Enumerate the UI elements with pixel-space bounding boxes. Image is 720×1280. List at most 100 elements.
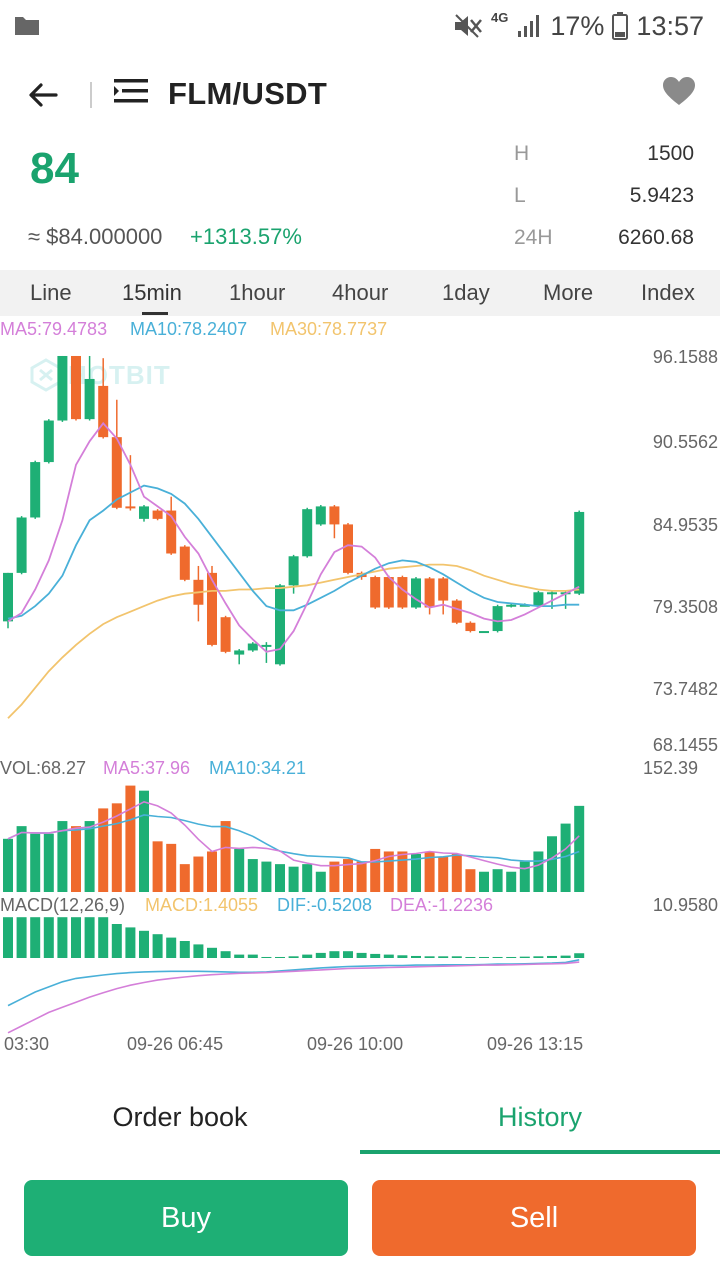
volume-bar [71,826,81,892]
candle-body [492,606,503,632]
macd-bar [370,953,381,958]
tab-4hour[interactable]: 4hour [332,280,389,305]
macd-bar [492,956,503,958]
volume-bar [193,856,204,892]
dea-line [7,961,580,1034]
volume-bar [383,851,394,892]
volume-bar [98,808,109,892]
stat-low: L 5.9423 [514,182,694,224]
volume-bar [111,803,122,892]
macd-bar [152,934,163,958]
candle-body [57,355,68,421]
macd-bar [57,917,68,958]
volume-bar [220,821,231,892]
candle-body [3,572,13,622]
clock: 13:57 [636,10,704,41]
market-list-button[interactable] [112,76,154,114]
network-type: 4G [491,10,509,25]
candle-body [261,644,272,647]
price-axis-label: 68.1455 [652,735,718,755]
candle-body [179,546,190,580]
volume-bar [479,871,489,892]
tab-more[interactable]: More [543,280,594,305]
price-change: +1313.57% [190,224,302,249]
stat-volume-label: 24H [514,226,553,249]
macd-bar [533,956,544,958]
volume-bar [43,833,54,892]
candle-body [438,578,449,601]
legend-ma10: MA10:78.2407 [130,319,248,339]
volume-axis-min: 10.9580 [652,895,718,915]
volume-bar [207,851,217,892]
macd-bar [275,956,285,958]
battery-icon [612,12,629,40]
macd-bar [193,944,204,958]
tab-1hour[interactable]: 1hour [229,280,286,305]
macd-bar [71,917,81,958]
volume-bar [247,859,258,892]
time-axis-label: 09-26 13:15 [487,1034,584,1054]
legend-vol-ma5: MA5:37.96 [103,758,191,778]
folder-icon [15,17,39,35]
volume-bar [411,854,421,892]
legend-macd: MACD:1.4055 [145,895,259,915]
dif-line [7,959,580,1007]
candle-body [207,572,217,645]
tab-1day[interactable]: 1day [442,280,490,305]
candle-body [383,577,394,608]
buy-button[interactable]: Buy [24,1180,348,1256]
tab-line[interactable]: Line [30,280,72,305]
favorite-button[interactable] [662,76,698,112]
volume-bar [84,821,95,892]
stat-high-value: 1500 [647,142,694,165]
volume-bar [560,823,571,892]
macd-bar [98,917,109,958]
time-axis-label: 03:30 [4,1034,50,1054]
candle-body [30,462,41,518]
macd-bar [139,930,149,958]
volume-bar [315,871,326,892]
back-button[interactable] [22,74,64,116]
volume-bar [288,866,299,892]
macd-bar [411,955,421,958]
arrow-left-icon [29,83,58,107]
volume-bar [438,856,449,892]
volume-bar [506,871,517,892]
volume-bar [179,864,190,892]
macd-bar [356,952,367,958]
macd-bar [30,917,41,958]
macd-bar [383,954,394,958]
macd-bar [3,917,13,958]
price-axis-label: 90.5562 [652,432,718,452]
candle-body [275,585,285,665]
kline-chart[interactable] [0,0,720,1080]
volume-bar [329,861,340,892]
volume-bar [451,854,462,892]
macd-bar [125,927,136,958]
tab-active-indicator [142,312,168,315]
signal-icon [518,15,540,37]
stat-high: H 1500 [514,140,694,182]
candle-body [125,506,136,509]
time-axis-label: 09-26 06:45 [127,1034,224,1054]
macd-bar [574,953,585,958]
bottom-tabs: Order book History [0,1090,720,1160]
tab-15min[interactable]: 15min [122,280,182,305]
sell-button[interactable]: Sell [372,1180,696,1256]
macd-bar [343,951,353,958]
macd-bar [111,924,122,958]
volume-bar [234,848,245,892]
macd-bar [547,955,557,958]
volume-axis-max: 152.39 [642,758,698,778]
volume-bar [275,864,285,892]
tab-history[interactable]: History [497,1102,582,1132]
volume-bar [370,848,381,892]
tab-index[interactable]: Index [641,280,695,305]
ma5-line [7,421,580,653]
volume-bar [261,861,272,892]
macd-bar [247,954,258,958]
macd-bar [329,951,340,958]
volume-bar [302,864,313,892]
tab-order-book[interactable]: Order book [112,1102,248,1132]
legend-dif: DIF:-0.5208 [277,895,373,915]
